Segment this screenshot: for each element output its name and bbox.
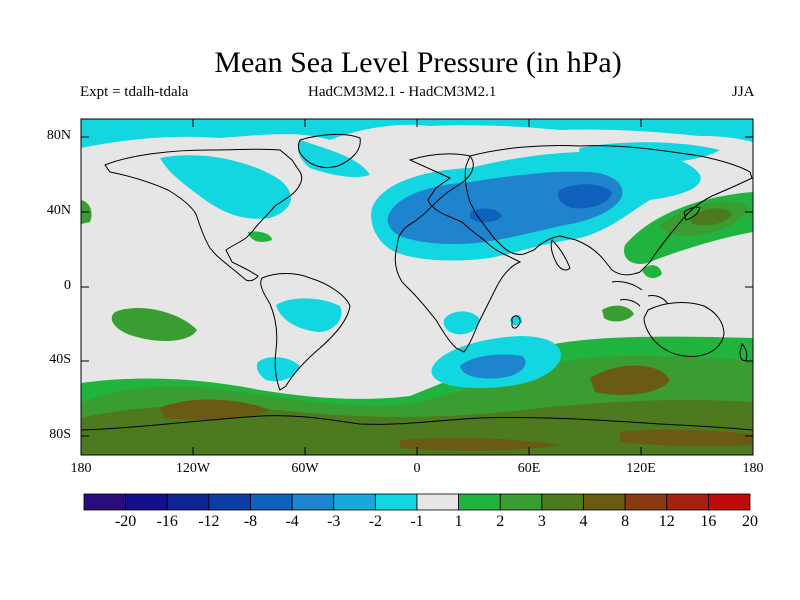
colorbar: [83, 493, 751, 511]
indian-ocean-positive: [602, 305, 634, 322]
eurasia-negative-core-2: [470, 208, 502, 223]
colorbar-swatch: [291, 493, 335, 511]
colorbar-label: -12: [198, 513, 220, 530]
australia-coast: [643, 302, 725, 357]
colorbar-swatch: [208, 493, 251, 511]
colorbar-label: 1: [454, 513, 463, 530]
lon-label-120e: 120E: [626, 461, 656, 476]
greenland-negative: [298, 140, 370, 178]
colorbar-swatch: [458, 493, 501, 511]
antarctic-positive-max: [160, 399, 270, 420]
pacific-positive-bit: [642, 265, 662, 279]
colorbar-label: -1: [410, 513, 424, 530]
new-zealand-coast: [739, 343, 748, 361]
lat-label-40n: 40N: [46, 203, 71, 218]
colorbar-label: 4: [579, 513, 588, 530]
lon-label-180-west: 180: [70, 461, 92, 476]
north-america-negative: [160, 155, 291, 219]
south-america-negative: [276, 298, 342, 332]
map-ticks: [81, 119, 753, 455]
lat-label-80n: 80N: [46, 128, 71, 143]
colorbar-label: 12: [658, 513, 675, 530]
arctic-negative: [81, 119, 753, 148]
colorbar-swatch: [666, 493, 709, 511]
eurasia-negative-core: [558, 184, 612, 209]
colorbar-swatch: [125, 493, 168, 511]
west-pacific-positive-core: [690, 208, 732, 226]
coastlines: [81, 133, 753, 431]
model-label: HadCM3M2.1 - HadCM3M2.1: [308, 84, 497, 100]
season-label: JJA: [732, 84, 755, 100]
colorbar-label: 20: [742, 513, 758, 530]
experiment-label: Expt = tdalh-tdala: [80, 84, 189, 100]
siberia-negative: [579, 142, 720, 165]
map-title: Mean Sea Level Pressure (in hPa): [214, 46, 622, 79]
lon-label-60e: 60E: [517, 461, 541, 476]
caribbean-positive: [248, 231, 272, 242]
lat-label-40s: 40S: [49, 352, 71, 367]
lon-label-0: 0: [413, 461, 421, 476]
colorbar-label: -8: [243, 513, 258, 530]
colorbar-label: -16: [156, 513, 178, 530]
colorbar-swatch: [333, 493, 376, 511]
lon-label-180-east: 180: [742, 461, 764, 476]
colorbar-label: -3: [327, 513, 341, 530]
japan-coast: [683, 206, 701, 221]
colorbar-swatch: [83, 493, 127, 511]
lon-label-120w: 120W: [175, 461, 211, 476]
colorbar-label: 2: [496, 513, 505, 530]
colorbar-swatch: [250, 493, 293, 511]
madagascar-coast: [511, 315, 521, 329]
colorbar-swatch: [499, 493, 543, 511]
south-america-coast: [260, 273, 351, 391]
colorbar-label: 16: [700, 513, 717, 530]
argentina-negative: [256, 357, 300, 382]
lat-label-0: 0: [64, 278, 71, 293]
southern-africa-negative: [443, 311, 480, 335]
colorbar-label: 3: [537, 513, 546, 530]
pressure-anomaly-field: [81, 119, 753, 455]
north-america-coast: [104, 148, 303, 282]
colorbar-label: -4: [285, 513, 299, 530]
asia-coast: [464, 144, 753, 276]
colorbar-swatch: [707, 493, 751, 511]
colorbar-swatch: [541, 493, 584, 511]
colorbar-label: -20: [114, 513, 137, 530]
colorbar-swatch: [374, 493, 418, 511]
colorbar-swatch: [624, 493, 668, 511]
colorbar-swatch: [166, 493, 210, 511]
greenland-coast: [297, 133, 361, 169]
south-pacific-positive: [111, 308, 197, 342]
southeast-asia-islands: [611, 281, 669, 307]
antarctic-positive-max-2: [590, 365, 670, 395]
lon-label-60w: 60W: [291, 461, 319, 476]
europe-africa-coast: [394, 153, 522, 353]
colorbar-swatch: [583, 493, 626, 511]
south-atlantic-negative-core: [460, 354, 526, 379]
antarctic-positive-max-3: [400, 437, 560, 451]
lat-label-80s: 80S: [49, 427, 71, 442]
colorbar-label: -2: [368, 513, 383, 530]
antarctic-positive-max-4: [620, 429, 753, 447]
india-coast: [550, 239, 571, 271]
colorbar-swatch: [416, 493, 460, 511]
colorbar-label: 8: [621, 513, 630, 530]
antarctica-coast: [81, 415, 753, 431]
